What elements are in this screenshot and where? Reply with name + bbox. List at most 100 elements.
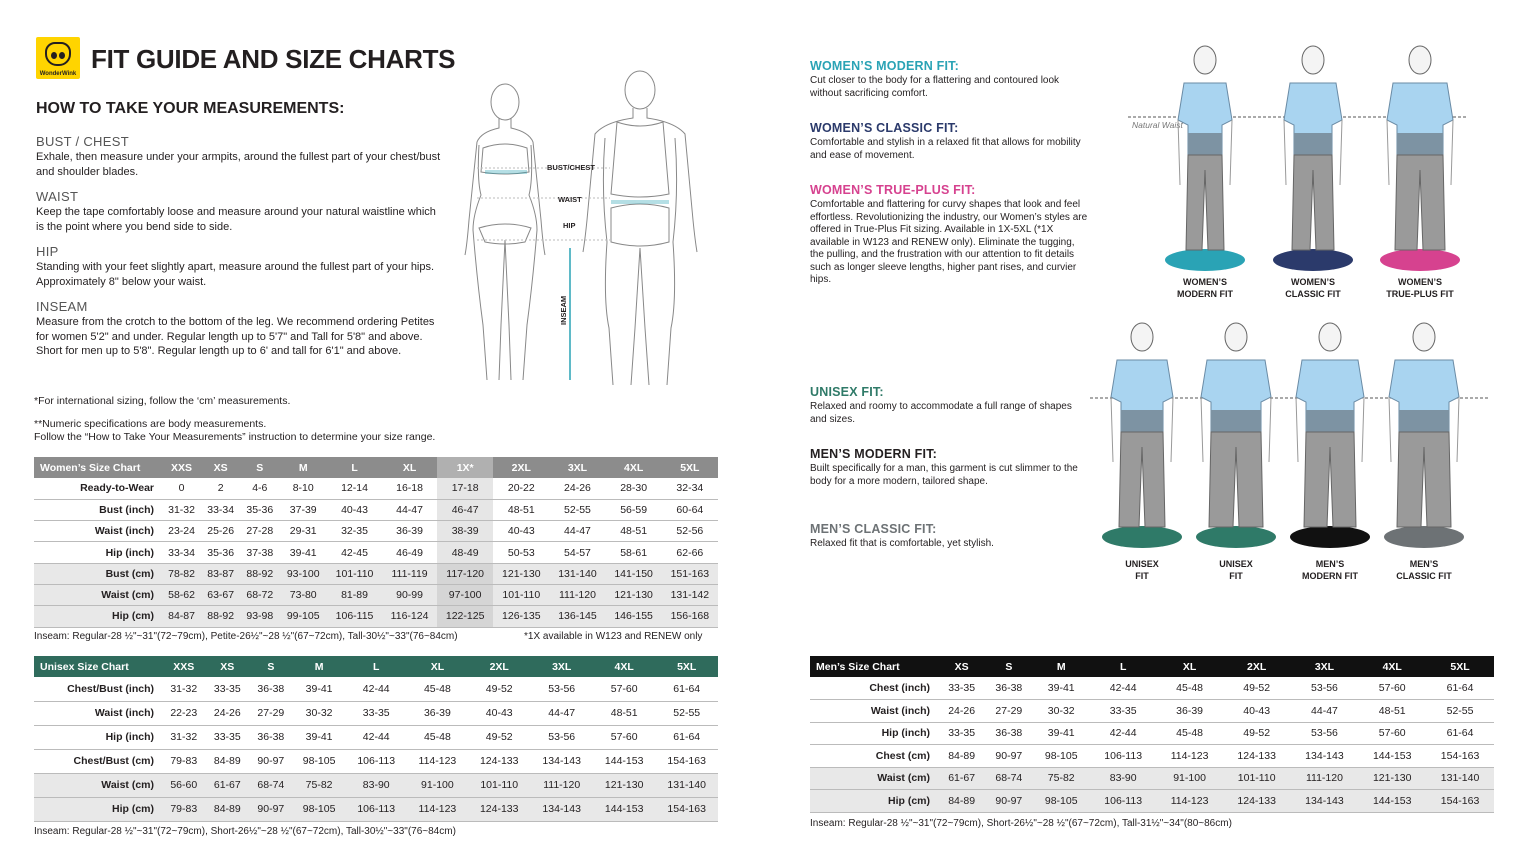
- size-value-cell: 97-100: [437, 584, 494, 607]
- size-value-cell: 61-64: [655, 677, 718, 702]
- size-header-cell: XS: [954, 660, 969, 673]
- size-value-cell: 58-62: [162, 584, 202, 607]
- waist-band-shape: [1306, 410, 1354, 432]
- womens-modern-fit-text: Cut closer to the body for a flattering …: [810, 75, 1060, 99]
- caption-mens-modern: MEN’S MODERN FIT: [1302, 559, 1358, 581]
- size-value-cell: 36-39: [1156, 699, 1223, 723]
- size-value-cell: 91-100: [406, 773, 468, 798]
- natural-waist-label: Natural Waist: [1132, 120, 1183, 130]
- size-value-cell: 114-123: [1156, 789, 1223, 813]
- size-value-cell: 33-34: [162, 541, 202, 564]
- row-label: Chest (inch): [810, 677, 938, 700]
- scrub-pants-shape: [1394, 154, 1446, 251]
- size-value-cell: 58-61: [605, 541, 662, 564]
- size-value-cell: 84-89: [938, 744, 986, 768]
- numeric-spec-note: **Numeric specifications are body measur…: [34, 418, 267, 430]
- size-value-cell: 33-35: [938, 677, 986, 700]
- size-value-cell: 35-36: [240, 499, 280, 522]
- size-value-cell: 16-18: [382, 478, 438, 500]
- row-label: Hip (inch): [34, 541, 162, 564]
- size-value-cell: 111-119: [382, 563, 438, 585]
- figure-unisex-1: [1102, 322, 1182, 548]
- size-value-cell: 25-26: [201, 520, 241, 543]
- table-row: Bust (cm) 78-82 83-87 88-92 93-100 101-110 111…: [34, 563, 718, 585]
- mens-modern-fit-title: MEN’S MODERN FIT:: [810, 447, 938, 461]
- row-label: Waist (inch): [34, 701, 162, 726]
- size-value-cell: 39-41: [292, 677, 346, 702]
- row-label: Hip (inch): [34, 725, 162, 750]
- size-value-cell: 20-22: [493, 478, 550, 500]
- row-label: Bust (cm): [34, 563, 162, 585]
- size-header-cell: XXS: [171, 461, 193, 474]
- size-value-cell: 32-34: [661, 478, 718, 500]
- size-header-cell: S: [256, 461, 264, 474]
- size-value-cell: 50-53: [493, 541, 550, 564]
- row-label: Bust (inch): [34, 499, 162, 522]
- row-label: Waist (cm): [34, 773, 162, 798]
- size-value-cell: 27-29: [249, 701, 293, 726]
- inseam-text: Measure from the crotch to the bottom of…: [36, 316, 435, 357]
- size-value-cell: 44-47: [549, 520, 606, 543]
- size-value-cell: 117-120: [437, 563, 494, 585]
- size-header-cell: S: [1005, 660, 1013, 673]
- mens-classic-fit-text: Relaxed fit that is comfortable, yet sty…: [810, 538, 994, 549]
- size-value-cell: 42-44: [345, 677, 407, 702]
- size-value-cell: 63-67: [201, 584, 241, 607]
- size-value-cell: 44-47: [530, 701, 593, 726]
- size-header-cell: L: [351, 461, 358, 474]
- size-value-cell: 38-39: [437, 520, 494, 543]
- size-value-cell: 98-105: [1032, 744, 1090, 768]
- caption-mens-classic: MEN’S CLASSIC FIT: [1396, 559, 1452, 581]
- arms-shape: [1283, 119, 1343, 186]
- table-row: Hip (cm) 84-89 90-97 98-105 106-113 114-123 12…: [810, 789, 1494, 813]
- arms-shape: [1177, 119, 1233, 186]
- table-row: Hip (cm) 84-87 88-92 93-98 99-105 106-115 116-…: [34, 605, 718, 628]
- size-value-cell: 46-47: [437, 499, 494, 522]
- size-value-cell: 40-43: [493, 520, 550, 543]
- size-value-cell: 35-36: [201, 541, 241, 564]
- bust-heading: BUST / CHEST: [36, 134, 129, 149]
- size-value-cell: 154-163: [655, 749, 718, 774]
- size-header-cell: M: [314, 660, 324, 673]
- size-value-cell: 56-59: [605, 499, 662, 522]
- size-value-cell: 4-6: [240, 478, 280, 500]
- size-value-cell: 131-140: [1426, 767, 1494, 790]
- fit-base-ellipse: [1380, 249, 1460, 271]
- size-header-cell: 3XL: [567, 461, 588, 474]
- size-value-cell: 33-35: [345, 701, 407, 726]
- size-value-cell: 49-52: [468, 725, 531, 750]
- womens-size-chart: Women’s Size Chart XXS XS S M L XL 1X* 2XL 3XL 4XL…: [34, 457, 718, 628]
- size-value-cell: 24-26: [549, 478, 606, 500]
- table-row: Chest (inch) 33-35 36-38 39-41 42-44 45-48 49-…: [810, 677, 1494, 700]
- size-value-cell: 48-51: [493, 499, 550, 522]
- size-value-cell: 114-123: [406, 749, 468, 774]
- size-value-cell: 48-51: [1358, 699, 1427, 723]
- size-value-cell: 23-24: [162, 520, 202, 543]
- size-value-cell: 37-38: [240, 541, 280, 564]
- size-value-cell: 24-26: [938, 699, 986, 723]
- size-value-cell: 36-38: [249, 725, 293, 750]
- size-header-cell: XS: [213, 461, 228, 474]
- size-value-cell: 61-67: [205, 773, 250, 798]
- size-value-cell: 141-150: [605, 563, 662, 585]
- womens-trueplus-fit-title: WOMEN’S TRUE-PLUS FIT:: [810, 183, 976, 197]
- size-value-cell: 83-90: [1089, 767, 1157, 790]
- men-fit-figures: [1090, 322, 1490, 548]
- size-value-cell: 61-67: [938, 767, 986, 790]
- scrub-pants-shape: [1396, 431, 1452, 528]
- size-header-cell: L: [372, 660, 380, 673]
- size-value-cell: 27-29: [985, 699, 1033, 723]
- size-value-cell: 8-10: [279, 478, 328, 500]
- table-row: Hip (inch) 33-34 35-36 37-38 39-41 42-45 46-49…: [34, 541, 718, 564]
- size-value-cell: 106-113: [1089, 789, 1157, 813]
- caption-womens-classic: WOMEN’S CLASSIC FIT: [1285, 277, 1341, 299]
- unisex-fit-text: Relaxed and roomy to accommodate a full …: [810, 401, 1072, 425]
- size-value-cell: 54-57: [549, 541, 606, 564]
- size-value-cell: 48-51: [592, 701, 656, 726]
- table-row: Waist (cm) 56-60 61-67 68-74 75-82 83-90 91-10…: [34, 773, 718, 798]
- arms-shape: [1200, 396, 1272, 463]
- size-value-cell: 46-49: [382, 541, 438, 564]
- size-value-cell: 83-87: [201, 563, 241, 585]
- measurement-diagram: BUST/CHEST WAIST HIP INSEAM: [464, 70, 698, 386]
- fit-base-ellipse: [1384, 526, 1464, 548]
